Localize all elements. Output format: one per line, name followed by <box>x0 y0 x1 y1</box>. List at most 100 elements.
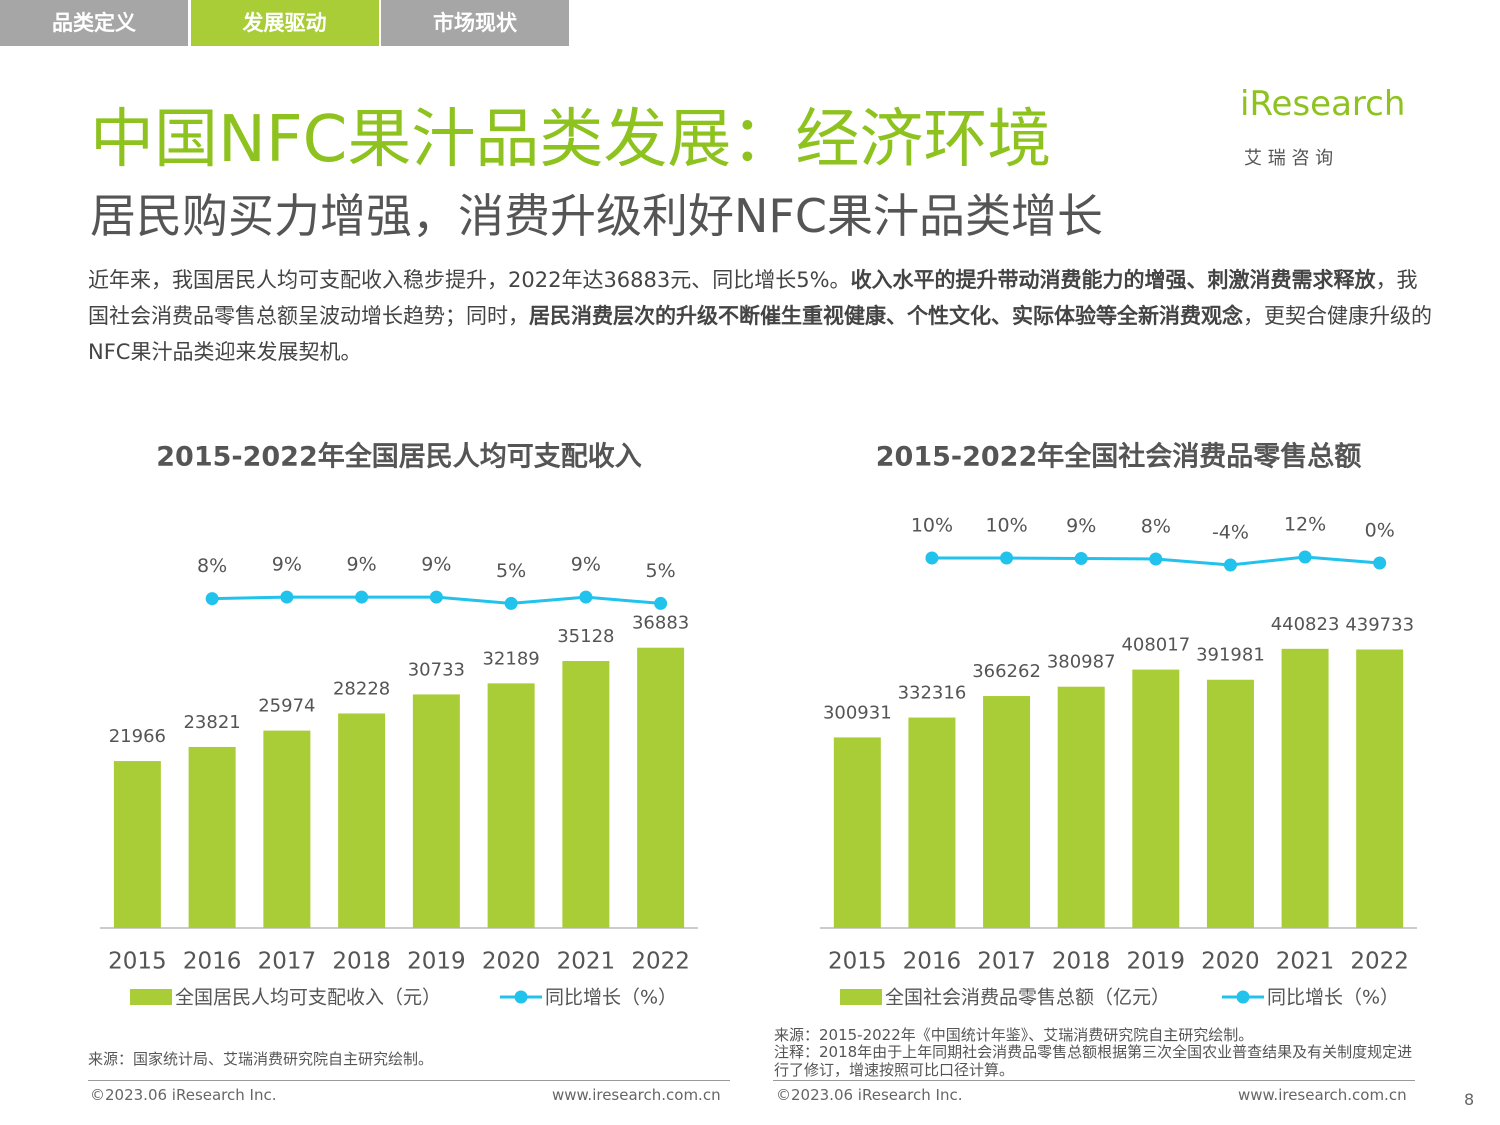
bar <box>188 746 236 928</box>
x-tick-label: 2019 <box>1127 949 1186 975</box>
url: www.iresearch.com.cn <box>1238 1086 1407 1104</box>
legend-label: 同比增长（%） <box>1267 987 1399 1009</box>
point <box>504 596 518 610</box>
x-tick-label: 2018 <box>1052 949 1111 975</box>
data-label: 8% <box>197 555 227 577</box>
bar <box>263 730 311 928</box>
intro-run: 居民消费层次的升级不断催生重视健康、个性文化、实际体验等全新消费观念 <box>529 304 1243 328</box>
data-label: 9% <box>1066 515 1096 537</box>
bar <box>562 661 610 928</box>
x-tick-label: 2022 <box>631 949 690 975</box>
x-tick-label: 2019 <box>407 949 466 975</box>
chart-title: 2015-2022年全国社会消费品零售总额 <box>876 441 1362 473</box>
bar <box>412 694 460 928</box>
bar <box>1206 679 1254 928</box>
point <box>1298 550 1312 564</box>
data-label: 36883 <box>632 613 689 634</box>
x-tick-label: 2016 <box>183 949 242 975</box>
x-tick-label: 2017 <box>977 949 1036 975</box>
logo-sub: 艾 瑞 咨 询 <box>1244 148 1334 169</box>
page-number: 8 <box>1464 1090 1475 1109</box>
data-label: 30733 <box>408 659 465 680</box>
data-label: 32189 <box>482 648 539 669</box>
data-label: 12% <box>1284 514 1326 536</box>
x-tick-label: 2021 <box>557 949 616 975</box>
point <box>1373 556 1387 570</box>
bar <box>1132 669 1180 928</box>
tab[interactable]: 发展驱动 <box>190 0 379 46</box>
data-label: 9% <box>347 554 377 576</box>
subtitle: 居民购买力增强，消费升级利好NFC果汁品类增长 <box>90 189 1103 243</box>
legend-swatch <box>840 989 882 1005</box>
bar <box>113 761 161 928</box>
point <box>1223 558 1237 572</box>
point <box>429 590 443 604</box>
source: 来源：2015-2022年《中国统计年鉴》、艾瑞消费研究院自主研究绘制。 <box>774 1026 1254 1044</box>
x-tick-label: 2016 <box>903 949 962 975</box>
bar <box>1281 648 1329 928</box>
url: www.iresearch.com.cn <box>552 1086 721 1104</box>
data-label: 8% <box>1141 516 1171 538</box>
intro-run: 近年来，我国居民人均可支配收入稳步提升，2022年达36883元、同比增长5%。 <box>88 268 851 292</box>
note: 注释：2018年由于上年同期社会消费品零售总额根据第三次全国农业普查结果及有关制… <box>774 1043 1413 1079</box>
legend-label: 同比增长（%） <box>545 987 677 1009</box>
footer-rule <box>773 1080 1415 1081</box>
data-label: 9% <box>571 554 601 576</box>
x-tick-label: 2017 <box>258 949 317 975</box>
bar <box>983 696 1031 928</box>
point <box>280 590 294 604</box>
logo-brand: iResearch <box>1240 84 1406 124</box>
tab[interactable]: 市场现状 <box>381 0 569 46</box>
legend-swatch <box>514 990 528 1004</box>
data-label: 366262 <box>972 661 1041 682</box>
data-label: 28228 <box>333 678 390 699</box>
chart-title: 2015-2022年全国居民人均可支配收入 <box>156 441 642 473</box>
x-tick-label: 2015 <box>108 949 167 975</box>
data-label: 5% <box>646 560 676 582</box>
source: 来源：国家统计局、艾瑞消费研究院自主研究绘制。 <box>88 1050 434 1068</box>
data-label: 0% <box>1365 520 1395 542</box>
bar <box>1057 686 1105 928</box>
x-tick-label: 2022 <box>1350 949 1409 975</box>
data-label: 35128 <box>557 626 614 647</box>
legend-label: 全国社会消费品零售总额（亿元） <box>885 987 1170 1009</box>
bar <box>833 737 881 928</box>
tab[interactable]: 品类定义 <box>0 0 188 46</box>
point <box>1149 552 1163 566</box>
intro-run: ，我国社会消费品零售总额呈波动增长趋势；同时， <box>88 268 1418 328</box>
intro: 近年来，我国居民人均可支配收入稳步提升，2022年达36883元、同比增长5%。… <box>88 262 1433 370</box>
data-label: 380987 <box>1047 652 1116 673</box>
bar <box>338 713 386 928</box>
data-label: 21966 <box>109 726 166 747</box>
bar <box>487 683 535 928</box>
point <box>579 590 593 604</box>
data-label: 300931 <box>823 702 892 723</box>
data-label: 25974 <box>258 696 315 717</box>
data-label: 23821 <box>183 712 240 733</box>
intro-run: 收入水平的提升带动消费能力的增强、刺激消费需求释放 <box>850 268 1376 292</box>
data-label: 10% <box>911 515 953 537</box>
bar <box>637 647 685 928</box>
point <box>355 590 369 604</box>
x-tick-label: 2015 <box>828 949 887 975</box>
data-label: 440823 <box>1271 614 1340 635</box>
x-tick-label: 2018 <box>332 949 391 975</box>
data-label: 391981 <box>1196 645 1265 666</box>
bar <box>1356 649 1404 928</box>
data-label: 332316 <box>898 683 967 704</box>
bar <box>908 717 956 928</box>
title: 中国NFC果汁品类发展：经济环境 <box>90 103 1052 177</box>
legend-swatch <box>130 989 172 1005</box>
point <box>925 551 939 565</box>
data-label: 5% <box>496 560 526 582</box>
point <box>654 596 668 610</box>
data-label: 408017 <box>1121 635 1190 656</box>
x-tick-label: 2020 <box>482 949 541 975</box>
x-tick-label: 2020 <box>1201 949 1260 975</box>
point <box>1000 551 1014 565</box>
data-label: 439733 <box>1345 615 1414 636</box>
copyright: ©2023.06 iResearch Inc. <box>776 1086 963 1104</box>
data-label: -4% <box>1212 522 1249 544</box>
footer-rule <box>88 1080 730 1081</box>
